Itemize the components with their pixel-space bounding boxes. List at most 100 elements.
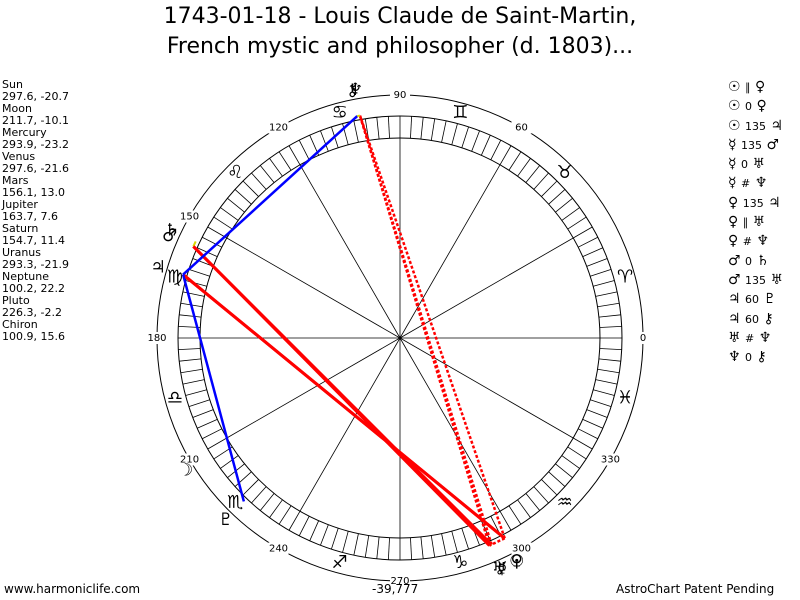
hatch-tick — [441, 533, 447, 556]
label-bg — [179, 453, 200, 466]
degree-label: 150 — [180, 212, 199, 223]
footer-note: AstroChart Patent Pending — [616, 582, 775, 596]
hatch-tick — [555, 197, 573, 213]
zodiac-sign: ♈ — [617, 267, 633, 288]
hatch-tick — [180, 368, 203, 374]
hatch-tick — [376, 536, 380, 559]
hatch-tick — [461, 126, 469, 148]
hatch-tick — [353, 533, 359, 556]
planet-coords: 293.3, -21.9 — [2, 258, 69, 271]
planet-glyph: ⚷ — [346, 81, 358, 101]
hatch-tick — [430, 535, 436, 558]
hatch-tick — [298, 140, 310, 160]
hatch-tick — [179, 358, 202, 362]
aspect-symbol: ∥ — [745, 81, 751, 94]
planet-glyph: ☉ — [509, 551, 524, 571]
hatch-tick — [251, 172, 267, 190]
planet-glyph: ♆ — [348, 80, 363, 100]
hatch-tick — [499, 511, 512, 531]
planet-entry: Chiron 100.9, 15.6 — [2, 319, 69, 343]
aspect-entry: ☉ 135 ♃ — [728, 117, 783, 136]
planet-name: Jupiter — [2, 198, 38, 211]
hatch-tick — [213, 216, 233, 230]
label-bg — [390, 89, 410, 101]
aspect-symbol: 135 — [741, 138, 763, 152]
site-link[interactable]: www.harmoniclife.com — [4, 582, 141, 596]
hatch-tick — [234, 189, 252, 205]
zodiac-sign: ♋ — [332, 102, 348, 123]
aspect-planet: ♀ — [756, 98, 767, 115]
aspect-planet: ♃ — [770, 117, 784, 134]
aspect-planet: ♀ — [754, 79, 766, 95]
label-bg — [633, 332, 653, 344]
aspect-symbol: 135 — [742, 196, 764, 210]
label-bg — [268, 121, 289, 134]
spoke — [399, 337, 574, 439]
hatch-tick — [573, 226, 593, 239]
hatch-tick — [567, 216, 587, 230]
aspect-symbol: # — [741, 177, 751, 191]
hatch-tick — [561, 207, 580, 221]
hatch-tick — [548, 189, 566, 205]
planet-entry: Venus 297.6, -21.6 — [2, 151, 69, 175]
hatch-tick — [548, 471, 566, 487]
hatch-tick — [598, 314, 621, 318]
aspect-planet: ♅ — [728, 329, 741, 346]
planet-coords: 226.3, -2.2 — [2, 306, 62, 319]
hatch-tick — [197, 418, 218, 429]
label-bg — [390, 575, 410, 587]
aspect-planet: ☿ — [728, 156, 737, 173]
aspect-entry: ☉ ∥ ♀ — [728, 78, 783, 97]
aspect-planet: ☿ — [728, 175, 737, 192]
hatch-tick — [234, 471, 252, 487]
aspect-planet: ⚷ — [763, 310, 774, 327]
hatch-tick — [331, 528, 339, 550]
hatch-tick — [471, 130, 480, 152]
label-bg — [600, 453, 621, 466]
planet-coords: 211.7, -10.1 — [2, 114, 69, 127]
aspect-entry: ♆ 0 ⚷ — [728, 348, 783, 367]
planet-name: Moon — [2, 102, 32, 115]
hatch-tick — [207, 437, 227, 450]
degree-label: 300 — [512, 543, 531, 554]
hatch-tick — [182, 291, 205, 297]
hatch-tick — [220, 455, 239, 469]
hatch-tick — [259, 165, 275, 183]
hatch-tick — [508, 505, 522, 525]
hatch-tick — [517, 499, 531, 518]
hatch-tick — [376, 117, 380, 140]
aspect-symbol: 135 — [745, 273, 767, 287]
hatch-tick — [533, 172, 549, 190]
degree-label: 90 — [394, 90, 407, 101]
aspect-symbol: 60 — [745, 312, 760, 326]
title-line: French mystic and philosopher (d. 1803).… — [166, 34, 634, 59]
zodiac-sign: ♓ — [617, 387, 633, 408]
hatch-tick — [508, 151, 522, 171]
zodiac-sign: ♐ — [332, 552, 348, 573]
hatch-tick — [320, 524, 329, 546]
hatch-tick — [517, 158, 531, 177]
hatch-tick — [387, 116, 390, 139]
aspect-planet: ♀ — [728, 214, 739, 231]
hatch-tick — [353, 120, 359, 143]
planet-coords: 100.9, 15.6 — [2, 330, 65, 343]
degree-label: 270 — [390, 576, 409, 587]
hatch-tick — [541, 479, 558, 496]
planet-coords: 100.2, 22.2 — [2, 282, 65, 295]
planet-glyph: ☿ — [497, 558, 507, 578]
planet-name: Mars — [2, 174, 29, 187]
planet-name: Chiron — [2, 318, 38, 331]
spoke — [399, 237, 574, 339]
hatch-tick — [586, 409, 608, 418]
aspect-symbol: 0 — [745, 254, 753, 268]
degree-label: 120 — [269, 123, 288, 134]
planet-glyph: ♂ — [162, 226, 177, 246]
hatch-tick — [227, 197, 245, 213]
hatch-tick — [430, 118, 436, 141]
aspect-planet: ♆ — [728, 349, 741, 366]
aspect-line — [488, 537, 506, 547]
planet-entry: Moon 211.7, -10.1 — [2, 103, 69, 127]
hatch-tick — [410, 537, 413, 560]
aspect-planet: ♅ — [752, 156, 766, 173]
